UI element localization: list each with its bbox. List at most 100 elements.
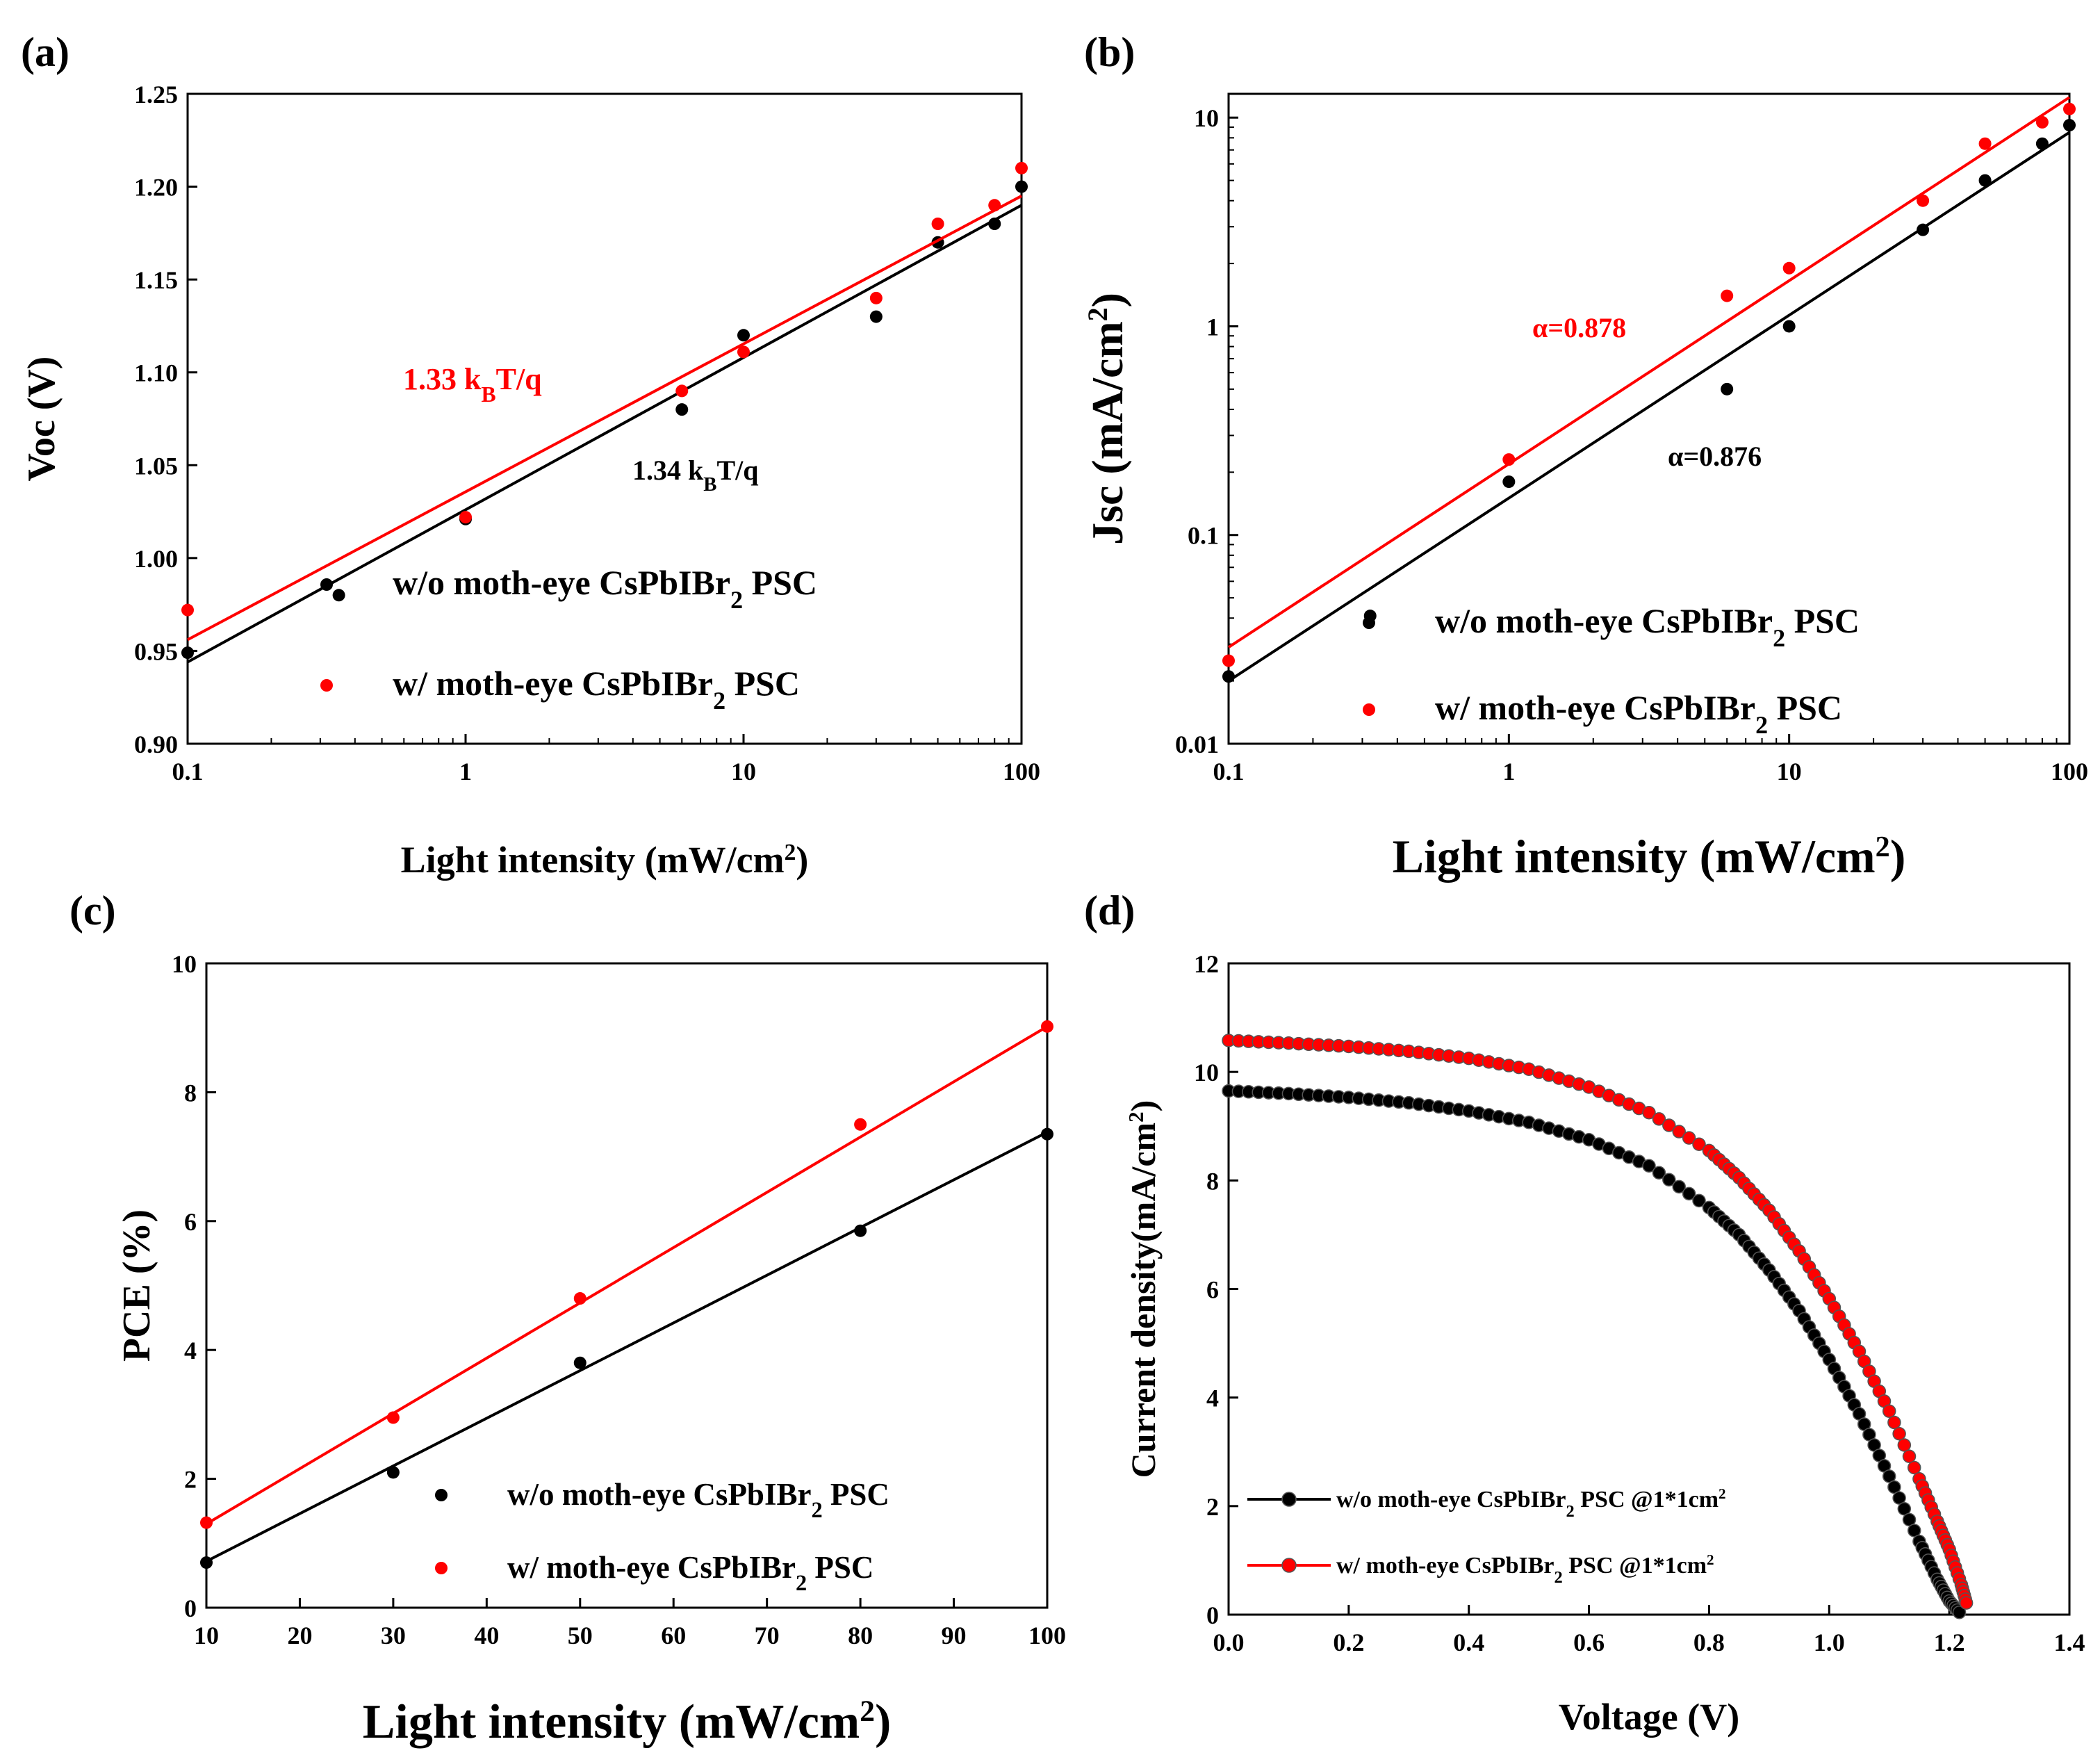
data-point: [675, 403, 689, 416]
data-point: [200, 1556, 213, 1569]
legend-marker: [320, 679, 333, 692]
legend-entry-1: w/ moth-eye CsPbIBr2 PSC: [435, 1550, 873, 1596]
y-tick-label: 6: [184, 1208, 197, 1236]
data-point: [332, 589, 345, 602]
data-point: [1902, 1449, 1917, 1464]
data-point: [181, 646, 194, 660]
data-point: [1682, 1186, 1696, 1201]
panel-label: (c): [69, 888, 116, 933]
data-point: [1782, 261, 1796, 275]
fit-line: [206, 1131, 1048, 1563]
x-tick-label: 0.4: [1453, 1629, 1484, 1656]
y-tick-label: 1.05: [134, 452, 178, 480]
data-point: [869, 291, 883, 304]
data-point: [675, 384, 689, 398]
legend-marker: [1363, 617, 1375, 629]
x-tick-label: 80: [848, 1622, 873, 1649]
data-point: [1672, 1125, 1686, 1139]
plot-frame: [1227, 962, 2071, 1616]
data-point: [1662, 1173, 1676, 1187]
data-point: [1959, 1596, 1974, 1610]
x-tick-label: 100: [2051, 758, 2088, 785]
x-tick-label: 90: [942, 1622, 967, 1649]
x-tick-label: 40: [474, 1622, 499, 1649]
x-axis-label: Light intensity (mW/cm2): [1393, 830, 1906, 883]
series-0: [1222, 1084, 1968, 1620]
x-tick-label: 1: [459, 758, 472, 785]
annotation: α=0.876: [1668, 441, 1762, 472]
y-tick-label: 0: [1206, 1601, 1219, 1629]
data-point: [1907, 1460, 1921, 1475]
legend-entry-1: w/ moth-eye CsPbIBr2 PSC: [320, 664, 800, 715]
y-axis-label: Voc (V): [20, 357, 63, 482]
data-point: [1917, 194, 1930, 207]
x-axis-label: Light intensity (mW/cm2): [401, 839, 809, 881]
panel-c: (c) 10 20 30 40 50 60 70 80 90 100 0 2 4 6 8 10 Light int…: [69, 888, 1066, 1749]
panel-label: (a): [21, 29, 69, 75]
data-point: [854, 1118, 867, 1131]
series-1: [1222, 1034, 1974, 1610]
data-point: [1502, 475, 1516, 489]
x-tick-label: 70: [755, 1622, 780, 1649]
plot-frame: [205, 962, 1049, 1609]
legend-label: w/ moth-eye CsPbIBr2 PSC @1*1cm2: [1336, 1551, 1714, 1587]
x-tick-label: 10: [194, 1622, 219, 1649]
x-tick-label: 1.0: [1814, 1629, 1845, 1656]
y-tick-label: 4: [1206, 1385, 1219, 1412]
plot-frame: [186, 92, 1023, 745]
data-point: [1662, 1118, 1676, 1132]
data-point: [1978, 137, 1992, 150]
y-tick-label: 4: [184, 1337, 197, 1364]
y-axis-label: PCE (%): [115, 1209, 158, 1362]
y-tick-label: 0: [184, 1594, 197, 1622]
data-point: [386, 1466, 400, 1479]
data-point: [1952, 1605, 1967, 1620]
legend-entry-0: w/o moth-eye CsPbIBr2 PSC: [320, 563, 817, 614]
legend-entry-1: w/ moth-eye CsPbIBr2 PSC @1*1cm2: [1247, 1551, 1714, 1587]
data-point: [1652, 1112, 1666, 1126]
data-point: [181, 603, 194, 617]
y-tick-label: 0.1: [1188, 522, 1219, 550]
data-point: [1672, 1180, 1686, 1194]
x-tick-label: 10: [731, 758, 756, 785]
data-point: [1892, 1491, 1906, 1505]
data-point: [1782, 320, 1796, 333]
fit-line: [1227, 131, 2071, 683]
data-point: [737, 329, 750, 342]
x-axis-label: Voltage (V): [1559, 1696, 1739, 1738]
y-tick-label: 1: [1206, 313, 1219, 341]
legend-label: w/ moth-eye CsPbIBr2 PSC: [393, 664, 800, 715]
legend-marker: [1281, 1492, 1297, 1507]
y-tick-label: 12: [1194, 950, 1219, 978]
y-tick-label: 6: [1206, 1276, 1219, 1304]
legend-entry-0: w/o moth-eye CsPbIBr2 PSC: [435, 1477, 889, 1523]
x-tick-label: 30: [381, 1622, 406, 1649]
data-point: [869, 310, 883, 323]
y-tick-label: 0.90: [134, 731, 178, 758]
data-point: [2035, 115, 2049, 129]
data-point: [1692, 1193, 1706, 1208]
annotation: 1.33 kBT/q: [403, 362, 542, 407]
data-point: [1642, 1159, 1656, 1173]
x-tick-label: 60: [661, 1622, 686, 1649]
data-point: [1502, 453, 1516, 466]
data-point: [1222, 654, 1235, 667]
y-tick-label: 1.15: [134, 266, 178, 294]
data-point: [1907, 1524, 1921, 1537]
x-tick-label: 0.1: [1213, 758, 1245, 785]
legend-marker: [1363, 703, 1375, 716]
data-point: [988, 218, 1001, 230]
legend-marker: [320, 578, 333, 591]
panel-a: (a) 0.1 1 10 100 0.90 0.95 1.00 1.05 1.10 1.15 1.20…: [20, 29, 1040, 881]
y-tick-label: 0.01: [1175, 731, 1219, 758]
x-tick-label: 20: [287, 1622, 312, 1649]
series-1: [200, 1020, 1053, 1529]
y-tick-label: 1.20: [134, 174, 178, 202]
annotation: α=0.878: [1532, 312, 1626, 343]
legend-entry-0: w/o moth-eye CsPbIBr2 PSC @1*1cm2: [1247, 1485, 1726, 1521]
legend-marker: [1281, 1558, 1297, 1573]
fit-line: [205, 1025, 1049, 1526]
legend-label: w/ moth-eye CsPbIBr2 PSC: [1435, 688, 1842, 739]
